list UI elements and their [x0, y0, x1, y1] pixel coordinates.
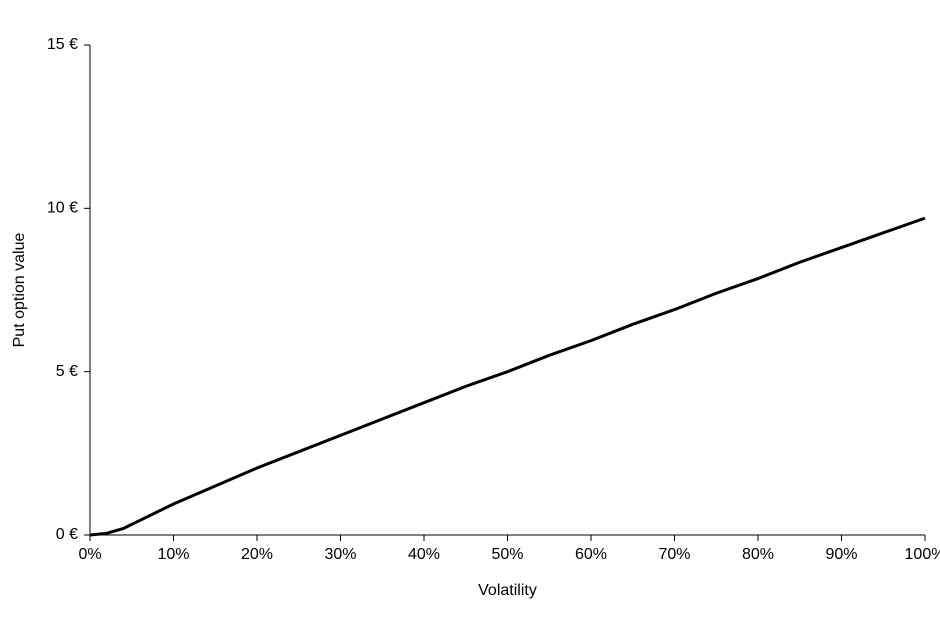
line-chart: 0 € 5 € 10 € 15 € 0% 10% 20% 30% 40% 50% 60% 70% 80%…: [0, 0, 940, 642]
x-tick-label: 50%: [491, 546, 523, 563]
x-tick-label: 40%: [408, 546, 440, 563]
series-put-option-value: [90, 218, 925, 535]
x-tick-label: 100%: [905, 546, 940, 563]
x-axis-label: Volatility: [478, 582, 537, 599]
x-tick-label: 0%: [78, 546, 101, 563]
x-tick-label: 60%: [575, 546, 607, 563]
x-tick-label: 70%: [658, 546, 690, 563]
y-axis-label: Put option value: [11, 233, 28, 348]
x-tick-label: 90%: [825, 546, 857, 563]
x-tick-label: 30%: [324, 546, 356, 563]
y-tick-label: 5 €: [56, 363, 78, 380]
x-tick-label: 20%: [241, 546, 273, 563]
chart-container: 0 € 5 € 10 € 15 € 0% 10% 20% 30% 40% 50% 60% 70% 80%…: [0, 0, 940, 642]
y-tick-label: 15 €: [47, 36, 78, 53]
y-tick-label: 0 €: [56, 526, 78, 543]
y-tick-label: 10 €: [47, 200, 78, 217]
x-tick-label: 80%: [742, 546, 774, 563]
x-tick-label: 10%: [157, 546, 189, 563]
